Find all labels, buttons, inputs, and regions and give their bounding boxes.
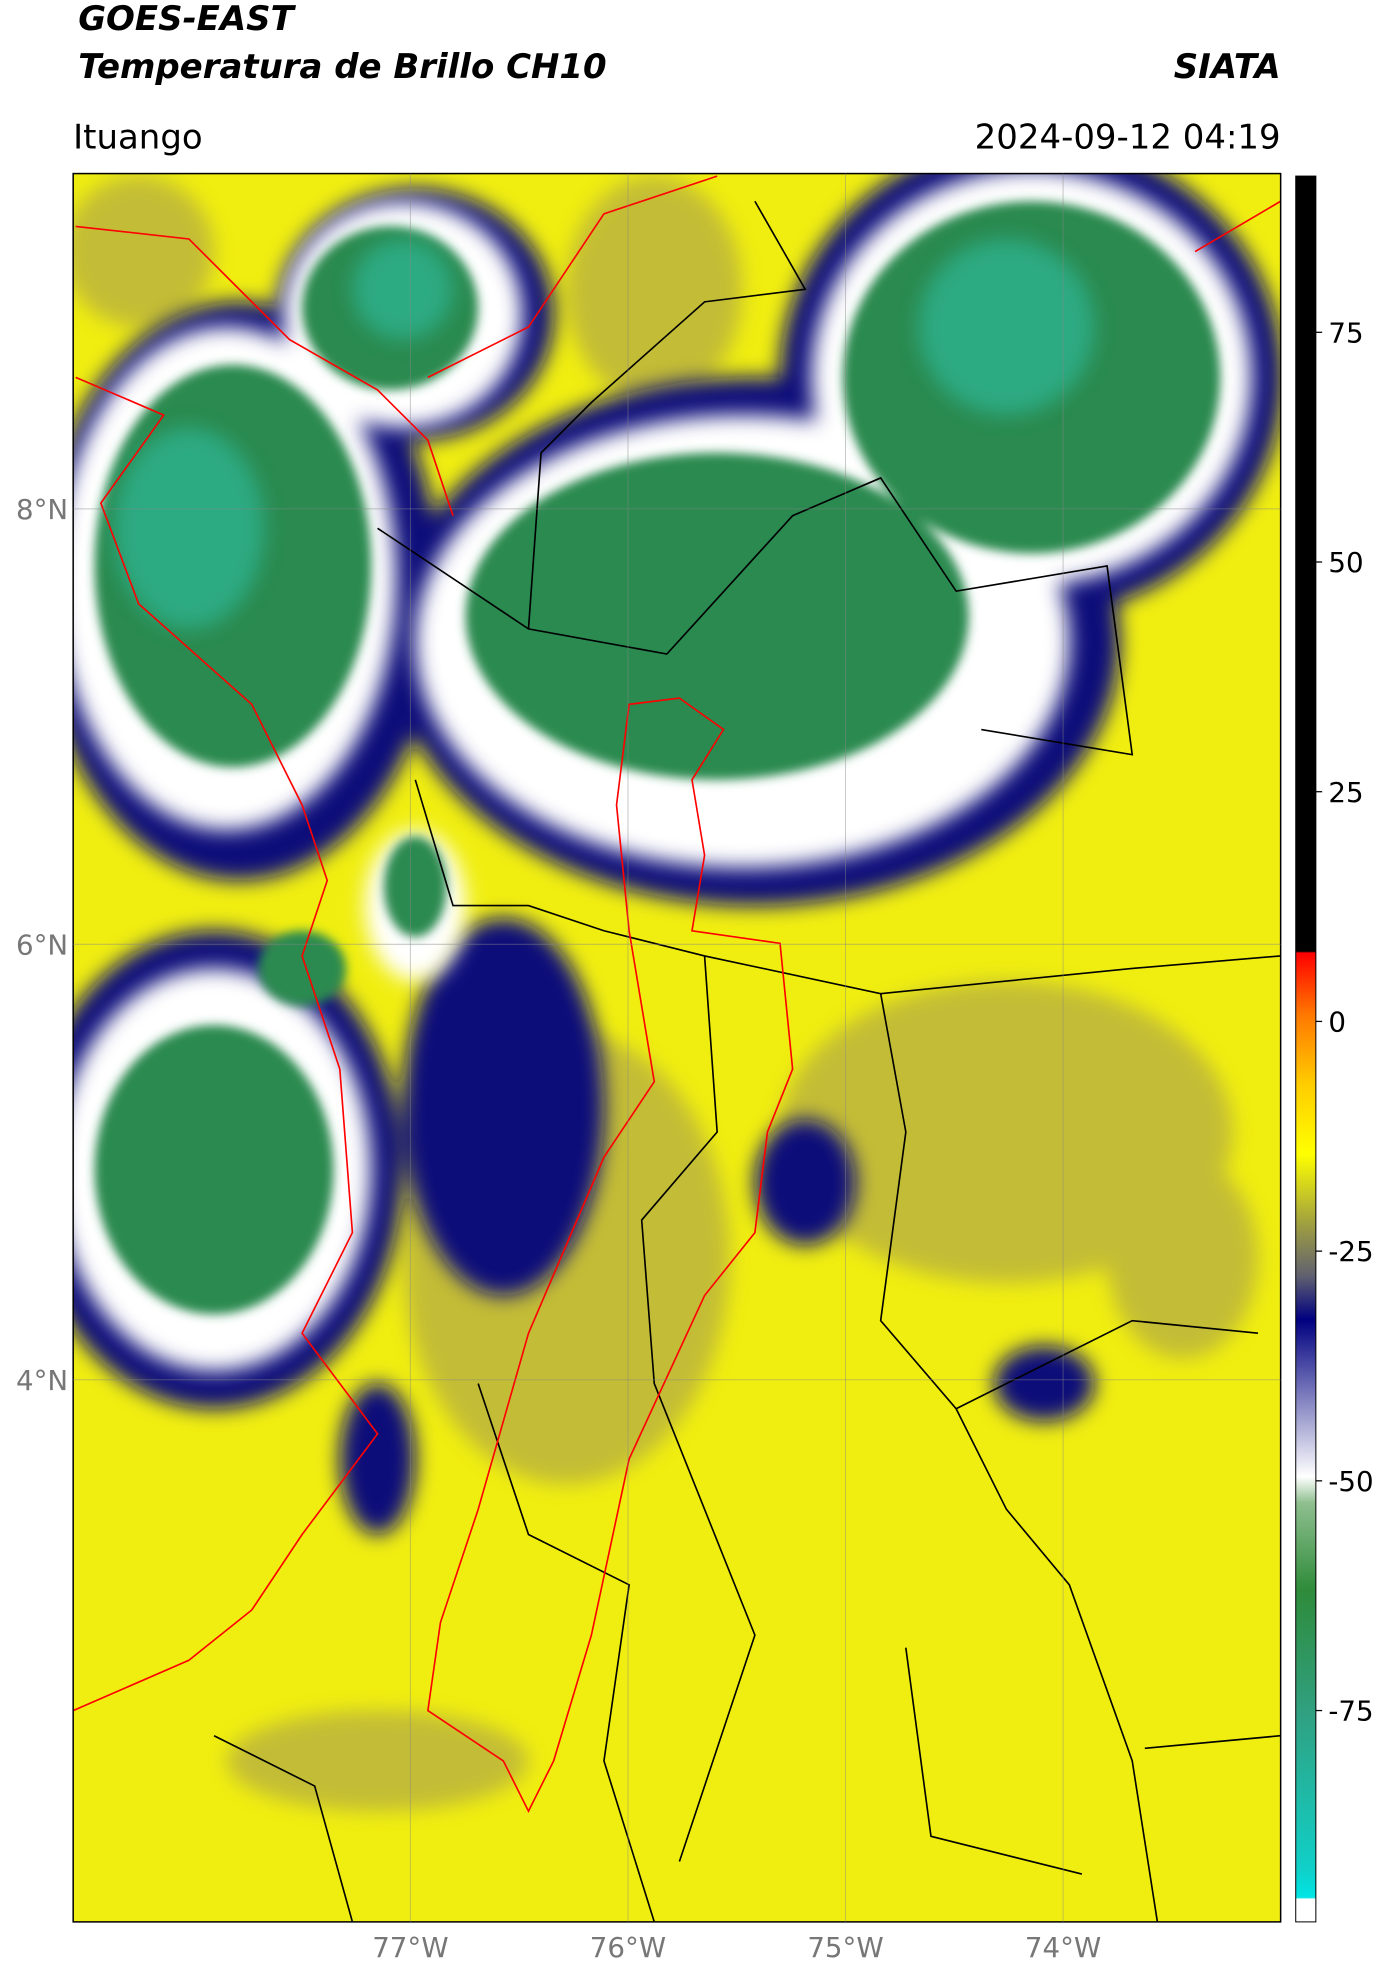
colorbar-tick-label: 75 bbox=[1328, 316, 1363, 349]
title: GOES-EAST bbox=[78, 0, 296, 39]
map-frame bbox=[72, 172, 1282, 1923]
location: Ituango bbox=[73, 117, 203, 157]
x-tick-label: 77°W bbox=[372, 1931, 448, 1964]
x-tick-label: 75°W bbox=[807, 1931, 883, 1964]
subtitle: Temperatura de Brillo CH10 bbox=[78, 47, 606, 87]
colorbar-tick-label: -75 bbox=[1328, 1695, 1373, 1728]
y-tick-label: 8°N bbox=[16, 493, 68, 526]
satellite-image bbox=[73, 173, 1281, 1922]
x-tick-label: 74°W bbox=[1025, 1931, 1101, 1964]
agency: SIATA bbox=[1174, 47, 1281, 87]
colorbar-tick-label: -25 bbox=[1328, 1235, 1373, 1268]
colorbar-tick-label: -50 bbox=[1328, 1465, 1373, 1498]
y-tick-label: 6°N bbox=[16, 928, 68, 961]
colorbar-tick-label: 0 bbox=[1328, 1005, 1346, 1038]
timestamp: 2024-09-12 04:19 bbox=[975, 117, 1281, 157]
colorbar-tick-label: 50 bbox=[1328, 546, 1363, 579]
colorbar-tick-label: 25 bbox=[1328, 776, 1363, 809]
y-tick-label: 4°N bbox=[16, 1364, 68, 1397]
x-tick-label: 76°W bbox=[590, 1931, 666, 1964]
colorbar bbox=[1295, 175, 1317, 1923]
